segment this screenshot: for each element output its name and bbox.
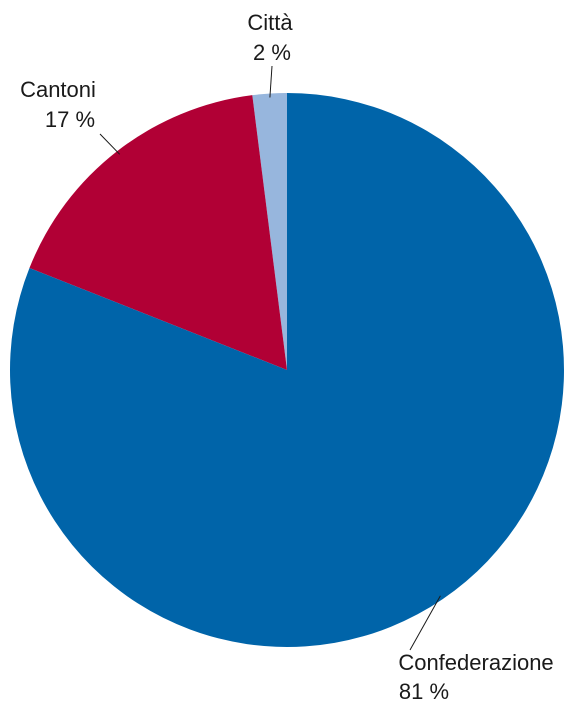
leader-line-0 [269,65,273,98]
value-label-cantoni: 17 % [45,107,95,132]
label-cantoni: Cantoni [20,77,96,102]
value-label-confederazione: 81 % [399,679,449,702]
leader-line-2 [409,595,441,651]
pie-slices [9,92,564,647]
label-citta: Città [247,10,293,35]
pie-slice-citta [252,92,287,370]
pie-slice-cantoni [29,95,287,371]
label-confederazione: Confederazione [398,650,553,675]
value-label-citta: 2 % [253,40,291,65]
leader-line-1 [99,133,121,155]
leader-lines [99,65,441,651]
pie-slice-confederazione [9,93,564,647]
